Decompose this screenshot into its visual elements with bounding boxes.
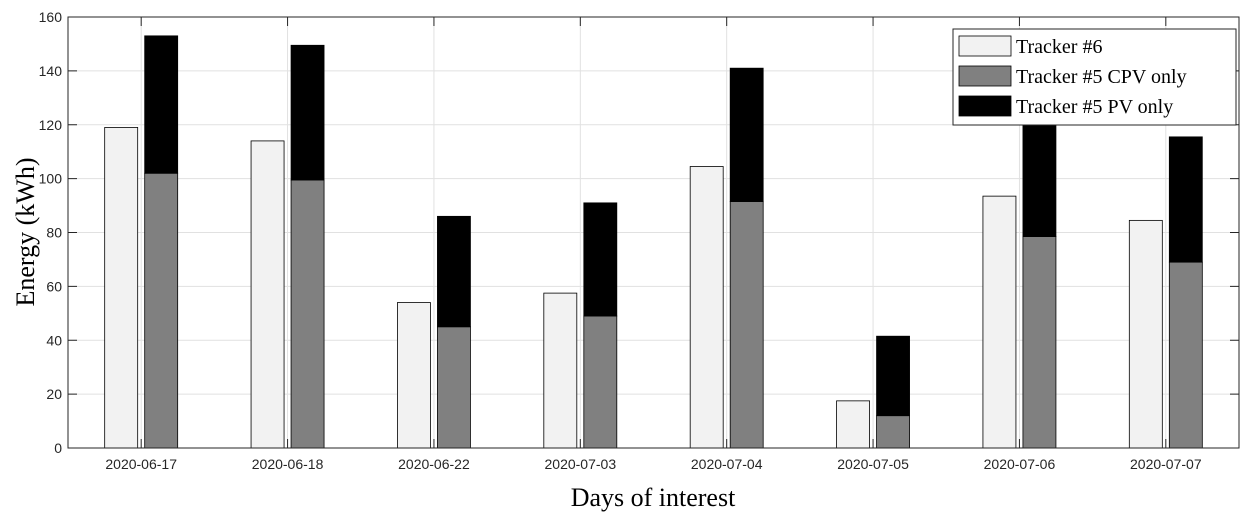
bar-tracker-5-pv-only xyxy=(437,215,471,328)
bar-tracker-5-pv-only xyxy=(1022,117,1057,237)
bar-tracker-6 xyxy=(543,292,578,449)
x-tick-label: 2020-07-05 xyxy=(837,456,909,472)
bar-tracker-5-pv-only xyxy=(583,202,618,317)
bar-tracker-6 xyxy=(982,195,1017,449)
bar-tracker-6 xyxy=(689,166,724,449)
bar-tracker-6 xyxy=(104,127,139,449)
y-axis-title: Energy (kWh) xyxy=(11,158,40,307)
legend-label: Tracker #6 xyxy=(1016,36,1102,58)
legend-swatch xyxy=(958,65,1012,87)
y-tick-label: 40 xyxy=(46,332,62,348)
legend-swatch xyxy=(958,95,1012,117)
bar-tracker-6 xyxy=(1128,219,1163,449)
legend: Tracker #6 Tracker #5 CPV only Tracker #5 … xyxy=(952,28,1237,126)
y-tick-label: 80 xyxy=(46,225,62,241)
x-tick-label: 2020-06-22 xyxy=(398,456,470,472)
bar-tracker-5-pv-only xyxy=(729,67,764,202)
legend-label: Tracker #5 CPV only xyxy=(1016,66,1187,88)
legend-label: Tracker #5 PV only xyxy=(1016,96,1173,118)
bar-tracker-5-cpv-only xyxy=(290,179,325,449)
x-tick-label: 2020-07-07 xyxy=(1130,456,1202,472)
y-tick-label: 160 xyxy=(39,9,63,25)
y-tick-label: 0 xyxy=(54,440,62,456)
bars xyxy=(104,35,1203,449)
bar-tracker-5-pv-only xyxy=(290,44,325,181)
bar-tracker-6 xyxy=(397,302,431,449)
x-axis-title: Days of interest xyxy=(571,483,736,512)
x-tick-label: 2020-06-17 xyxy=(105,456,177,472)
bar-tracker-5-cpv-only xyxy=(729,201,764,449)
bar-tracker-6 xyxy=(250,140,285,449)
y-tick-label: 60 xyxy=(46,278,62,294)
x-tick-label: 2020-07-03 xyxy=(545,456,617,472)
bar-tracker-5-cpv-only xyxy=(876,415,910,449)
bar-tracker-6 xyxy=(836,400,870,449)
y-tick-label: 20 xyxy=(46,386,62,402)
bar-tracker-5-cpv-only xyxy=(1168,261,1203,449)
x-tick-label: 2020-07-04 xyxy=(691,456,763,472)
bar-tracker-5-pv-only xyxy=(144,35,179,174)
y-tick-label: 100 xyxy=(39,171,63,187)
y-tick-label: 140 xyxy=(39,63,63,79)
legend-swatch xyxy=(958,35,1012,57)
y-tick-label: 120 xyxy=(39,117,63,133)
x-tick-label: 2020-06-18 xyxy=(252,456,324,472)
axis-ticks: 0 20 40 60 80 100 120 140 160 2020-06-17 2020-06-1… xyxy=(39,9,1239,472)
bar-tracker-5-cpv-only xyxy=(1022,236,1057,449)
bar-tracker-5-pv-only xyxy=(876,335,910,417)
x-tick-label: 2020-07-06 xyxy=(984,456,1056,472)
bar-tracker-5-cpv-only xyxy=(437,326,471,449)
bar-tracker-5-pv-only xyxy=(1168,136,1203,263)
bar-tracker-5-cpv-only xyxy=(583,315,618,449)
bar-tracker-5-cpv-only xyxy=(144,172,179,449)
